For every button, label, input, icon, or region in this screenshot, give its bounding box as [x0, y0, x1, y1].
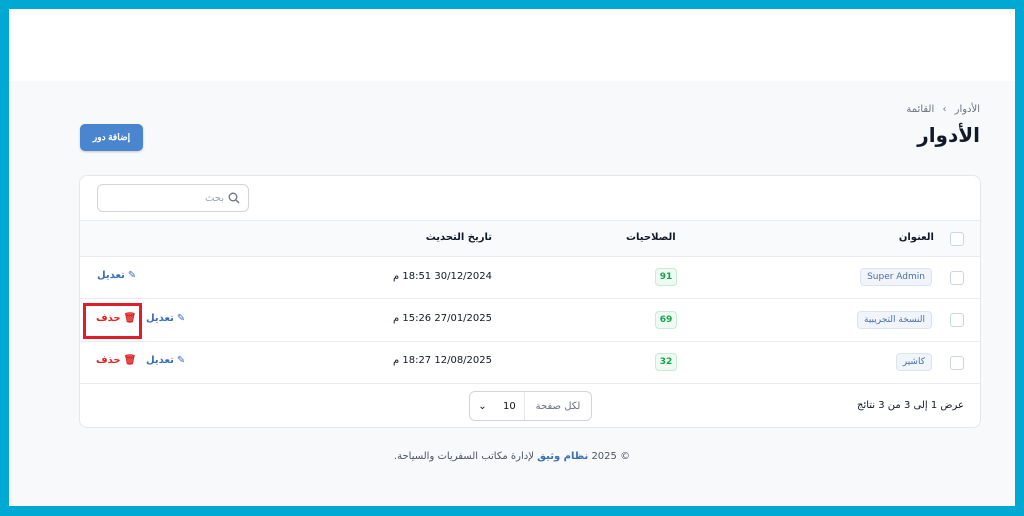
per-page-label: لكل صفحة — [535, 400, 581, 412]
results-summary: عرض 1 إلى 3 من 3 نتائج — [856, 400, 964, 411]
page-title: الأدوار — [917, 123, 980, 147]
table-header: العنوان الصلاحيات تاريخ التحديث — [80, 220, 980, 256]
delete-button[interactable]: 🗑 حذف — [96, 313, 136, 324]
header-permissions[interactable]: الصلاحيات — [626, 232, 676, 243]
delete-label: حذف — [96, 313, 121, 324]
trash-icon: 🗑 — [123, 355, 137, 366]
delete-button[interactable]: 🗑 حذف — [96, 355, 136, 366]
trash-icon: 🗑 — [123, 313, 137, 324]
search-icon — [228, 192, 240, 204]
permissions-count: 91 — [655, 268, 677, 286]
top-bar — [9, 9, 1015, 81]
select-all-checkbox[interactable] — [950, 232, 964, 246]
table-footer: عرض 1 إلى 3 من 3 نتائج ⌄ 10 لكل صفحة — [80, 383, 980, 428]
copyright: © 2025 نظام وثيق لإدارة مكاتب السفريات و… — [9, 451, 1015, 462]
permissions-count: 69 — [655, 311, 677, 329]
copyright-text: لإدارة مكاتب السفريات والسياحة. — [393, 451, 534, 462]
copyright-year: © 2025 — [591, 451, 631, 462]
updated-date: 30/12/2024 18:51 م — [392, 271, 492, 282]
breadcrumb-separator: › — [942, 104, 947, 115]
add-role-button[interactable]: إضافة دور — [80, 124, 143, 151]
roles-card: بحث العنوان الصلاحيات تاريخ التحديث Supe… — [79, 175, 981, 428]
chevron-down-icon: ⌄ — [478, 400, 487, 412]
edit-button[interactable]: ✎ تعديل — [146, 355, 185, 366]
role-title-badge: كاشير — [895, 353, 932, 371]
role-title-badge: Super Admin — [860, 268, 932, 286]
search-input[interactable]: بحث — [97, 184, 249, 212]
updated-date: 27/01/2025 15:26 م — [392, 313, 492, 324]
table-row: النسخة التجريبية 69 27/01/2025 15:26 م ✎… — [80, 298, 980, 341]
app-frame: الأدوار › القائمة الأدوار إضافة دور بحث … — [9, 9, 1015, 506]
breadcrumb-list: القائمة — [906, 104, 935, 115]
edit-icon: ✎ — [127, 270, 137, 281]
per-page-value: 10 — [503, 400, 516, 412]
per-page-select[interactable]: ⌄ 10 لكل صفحة — [469, 391, 592, 421]
role-title-badge: النسخة التجريبية — [857, 311, 932, 329]
header-title[interactable]: العنوان — [898, 232, 934, 243]
search-placeholder: بحث — [204, 192, 224, 204]
row-checkbox[interactable] — [950, 313, 964, 327]
breadcrumb-roles[interactable]: الأدوار — [954, 104, 980, 115]
highlight-box — [83, 303, 142, 339]
brand-link[interactable]: نظام وثيق — [537, 451, 589, 462]
permissions-count: 32 — [655, 353, 677, 371]
updated-date: 12/08/2025 18:27 م — [392, 355, 492, 366]
edit-label: تعديل — [146, 355, 174, 366]
header-updated[interactable]: تاريخ التحديث — [425, 232, 492, 243]
edit-label: تعديل — [97, 270, 125, 281]
row-checkbox[interactable] — [950, 356, 964, 370]
edit-button[interactable]: ✎ تعديل — [97, 270, 136, 281]
edit-button[interactable]: ✎ تعديل — [146, 313, 185, 324]
breadcrumb: الأدوار › القائمة — [906, 104, 980, 115]
table-row: كاشير 32 12/08/2025 18:27 م ✎ تعديل 🗑 حذف — [80, 341, 980, 383]
edit-label: تعديل — [146, 313, 174, 324]
delete-label: حذف — [96, 355, 121, 366]
table-row: Super Admin 91 30/12/2024 18:51 م ✎ تعديل — [80, 256, 980, 298]
edit-icon: ✎ — [176, 355, 186, 366]
row-checkbox[interactable] — [950, 271, 964, 285]
edit-icon: ✎ — [176, 313, 186, 324]
